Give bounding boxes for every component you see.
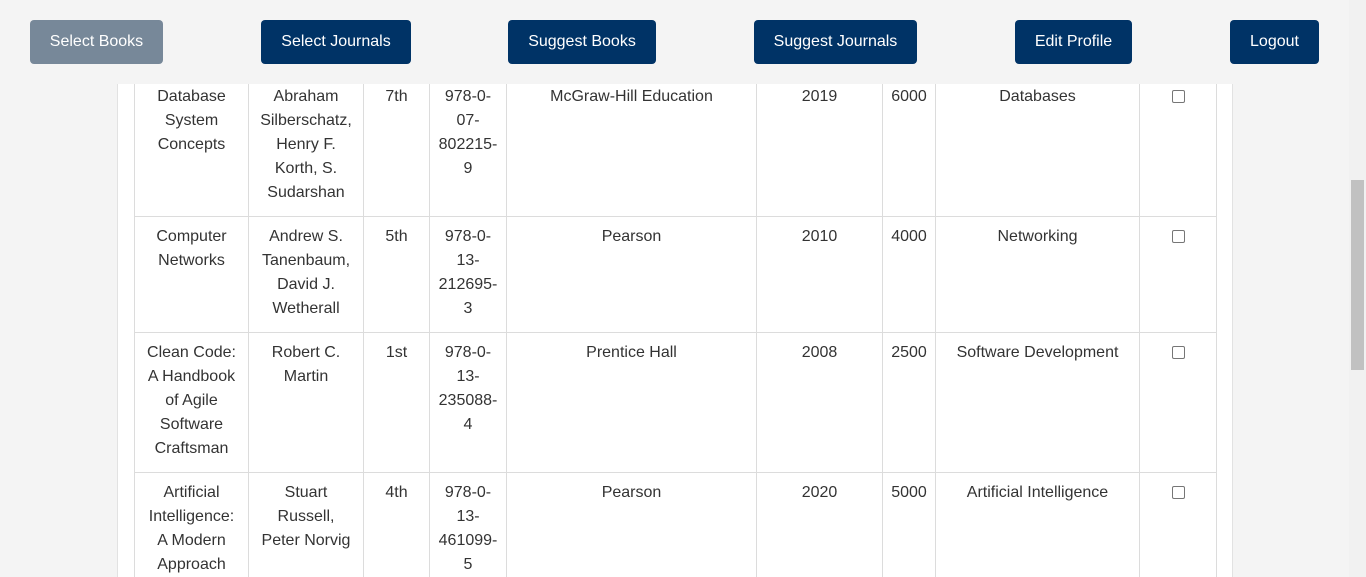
book-category: Networking: [935, 216, 1140, 333]
select-journals-button[interactable]: Select Journals: [261, 20, 411, 64]
book-isbn: 978-0-13-461099-5: [429, 472, 507, 577]
book-category: Software Development: [935, 332, 1140, 473]
book-title: Clean Code: A Handbook of Agile Software…: [134, 332, 249, 473]
book-edition: 4th: [363, 472, 430, 577]
table-row: Database System Concepts Abraham Silbers…: [134, 84, 1217, 217]
book-price: 5000: [882, 472, 936, 577]
table-row: Clean Code: A Handbook of Agile Software…: [134, 332, 1217, 473]
book-authors: Robert C. Martin: [248, 332, 364, 473]
book-publisher: Prentice Hall: [506, 332, 757, 473]
book-publisher: McGraw-Hill Education: [506, 84, 757, 217]
book-year: 2010: [756, 216, 883, 333]
book-year: 2020: [756, 472, 883, 577]
select-cell: [1139, 84, 1217, 217]
book-price: 4000: [882, 216, 936, 333]
book-category: Artificial Intelligence: [935, 472, 1140, 577]
books-table: Database System Concepts Abraham Silbers…: [134, 84, 1217, 577]
book-authors: Stuart Russell, Peter Norvig: [248, 472, 364, 577]
top-navbar: Select Books Select Journals Suggest Boo…: [0, 0, 1349, 84]
book-authors: Abraham Silberschatz, Henry F. Korth, S.…: [248, 84, 364, 217]
book-publisher: Pearson: [506, 472, 757, 577]
select-cell: [1139, 472, 1217, 577]
select-books-button[interactable]: Select Books: [30, 20, 163, 64]
book-year: 2019: [756, 84, 883, 217]
suggest-books-button[interactable]: Suggest Books: [508, 20, 656, 64]
select-cell: [1139, 332, 1217, 473]
book-isbn: 978-0-13-235088-4: [429, 332, 507, 473]
book-select-checkbox[interactable]: [1171, 486, 1185, 499]
book-edition: 1st: [363, 332, 430, 473]
book-category: Databases: [935, 84, 1140, 217]
book-publisher: Pearson: [506, 216, 757, 333]
scrollbar-thumb[interactable]: [1351, 180, 1364, 370]
book-price: 6000: [882, 84, 936, 217]
book-isbn: 978-0-13-212695-3: [429, 216, 507, 333]
book-title: Artificial Intelligence: A Modern Approa…: [134, 472, 249, 577]
suggest-journals-button[interactable]: Suggest Journals: [754, 20, 917, 64]
book-select-checkbox[interactable]: [1171, 346, 1185, 359]
book-select-checkbox[interactable]: [1171, 90, 1185, 103]
book-edition: 7th: [363, 84, 430, 217]
select-cell: [1139, 216, 1217, 333]
book-edition: 5th: [363, 216, 430, 333]
edit-profile-button[interactable]: Edit Profile: [1015, 20, 1132, 64]
vertical-scrollbar[interactable]: [1349, 0, 1366, 577]
table-row: Computer Networks Andrew S. Tanenbaum, D…: [134, 216, 1217, 333]
book-isbn: 978-0-07-802215-9: [429, 84, 507, 217]
book-title: Computer Networks: [134, 216, 249, 333]
book-title: Database System Concepts: [134, 84, 249, 217]
book-price: 2500: [882, 332, 936, 473]
table-row: Artificial Intelligence: A Modern Approa…: [134, 472, 1217, 577]
logout-button[interactable]: Logout: [1230, 20, 1319, 64]
book-select-checkbox[interactable]: [1171, 230, 1185, 243]
book-year: 2008: [756, 332, 883, 473]
book-authors: Andrew S. Tanenbaum, David J. Wetherall: [248, 216, 364, 333]
